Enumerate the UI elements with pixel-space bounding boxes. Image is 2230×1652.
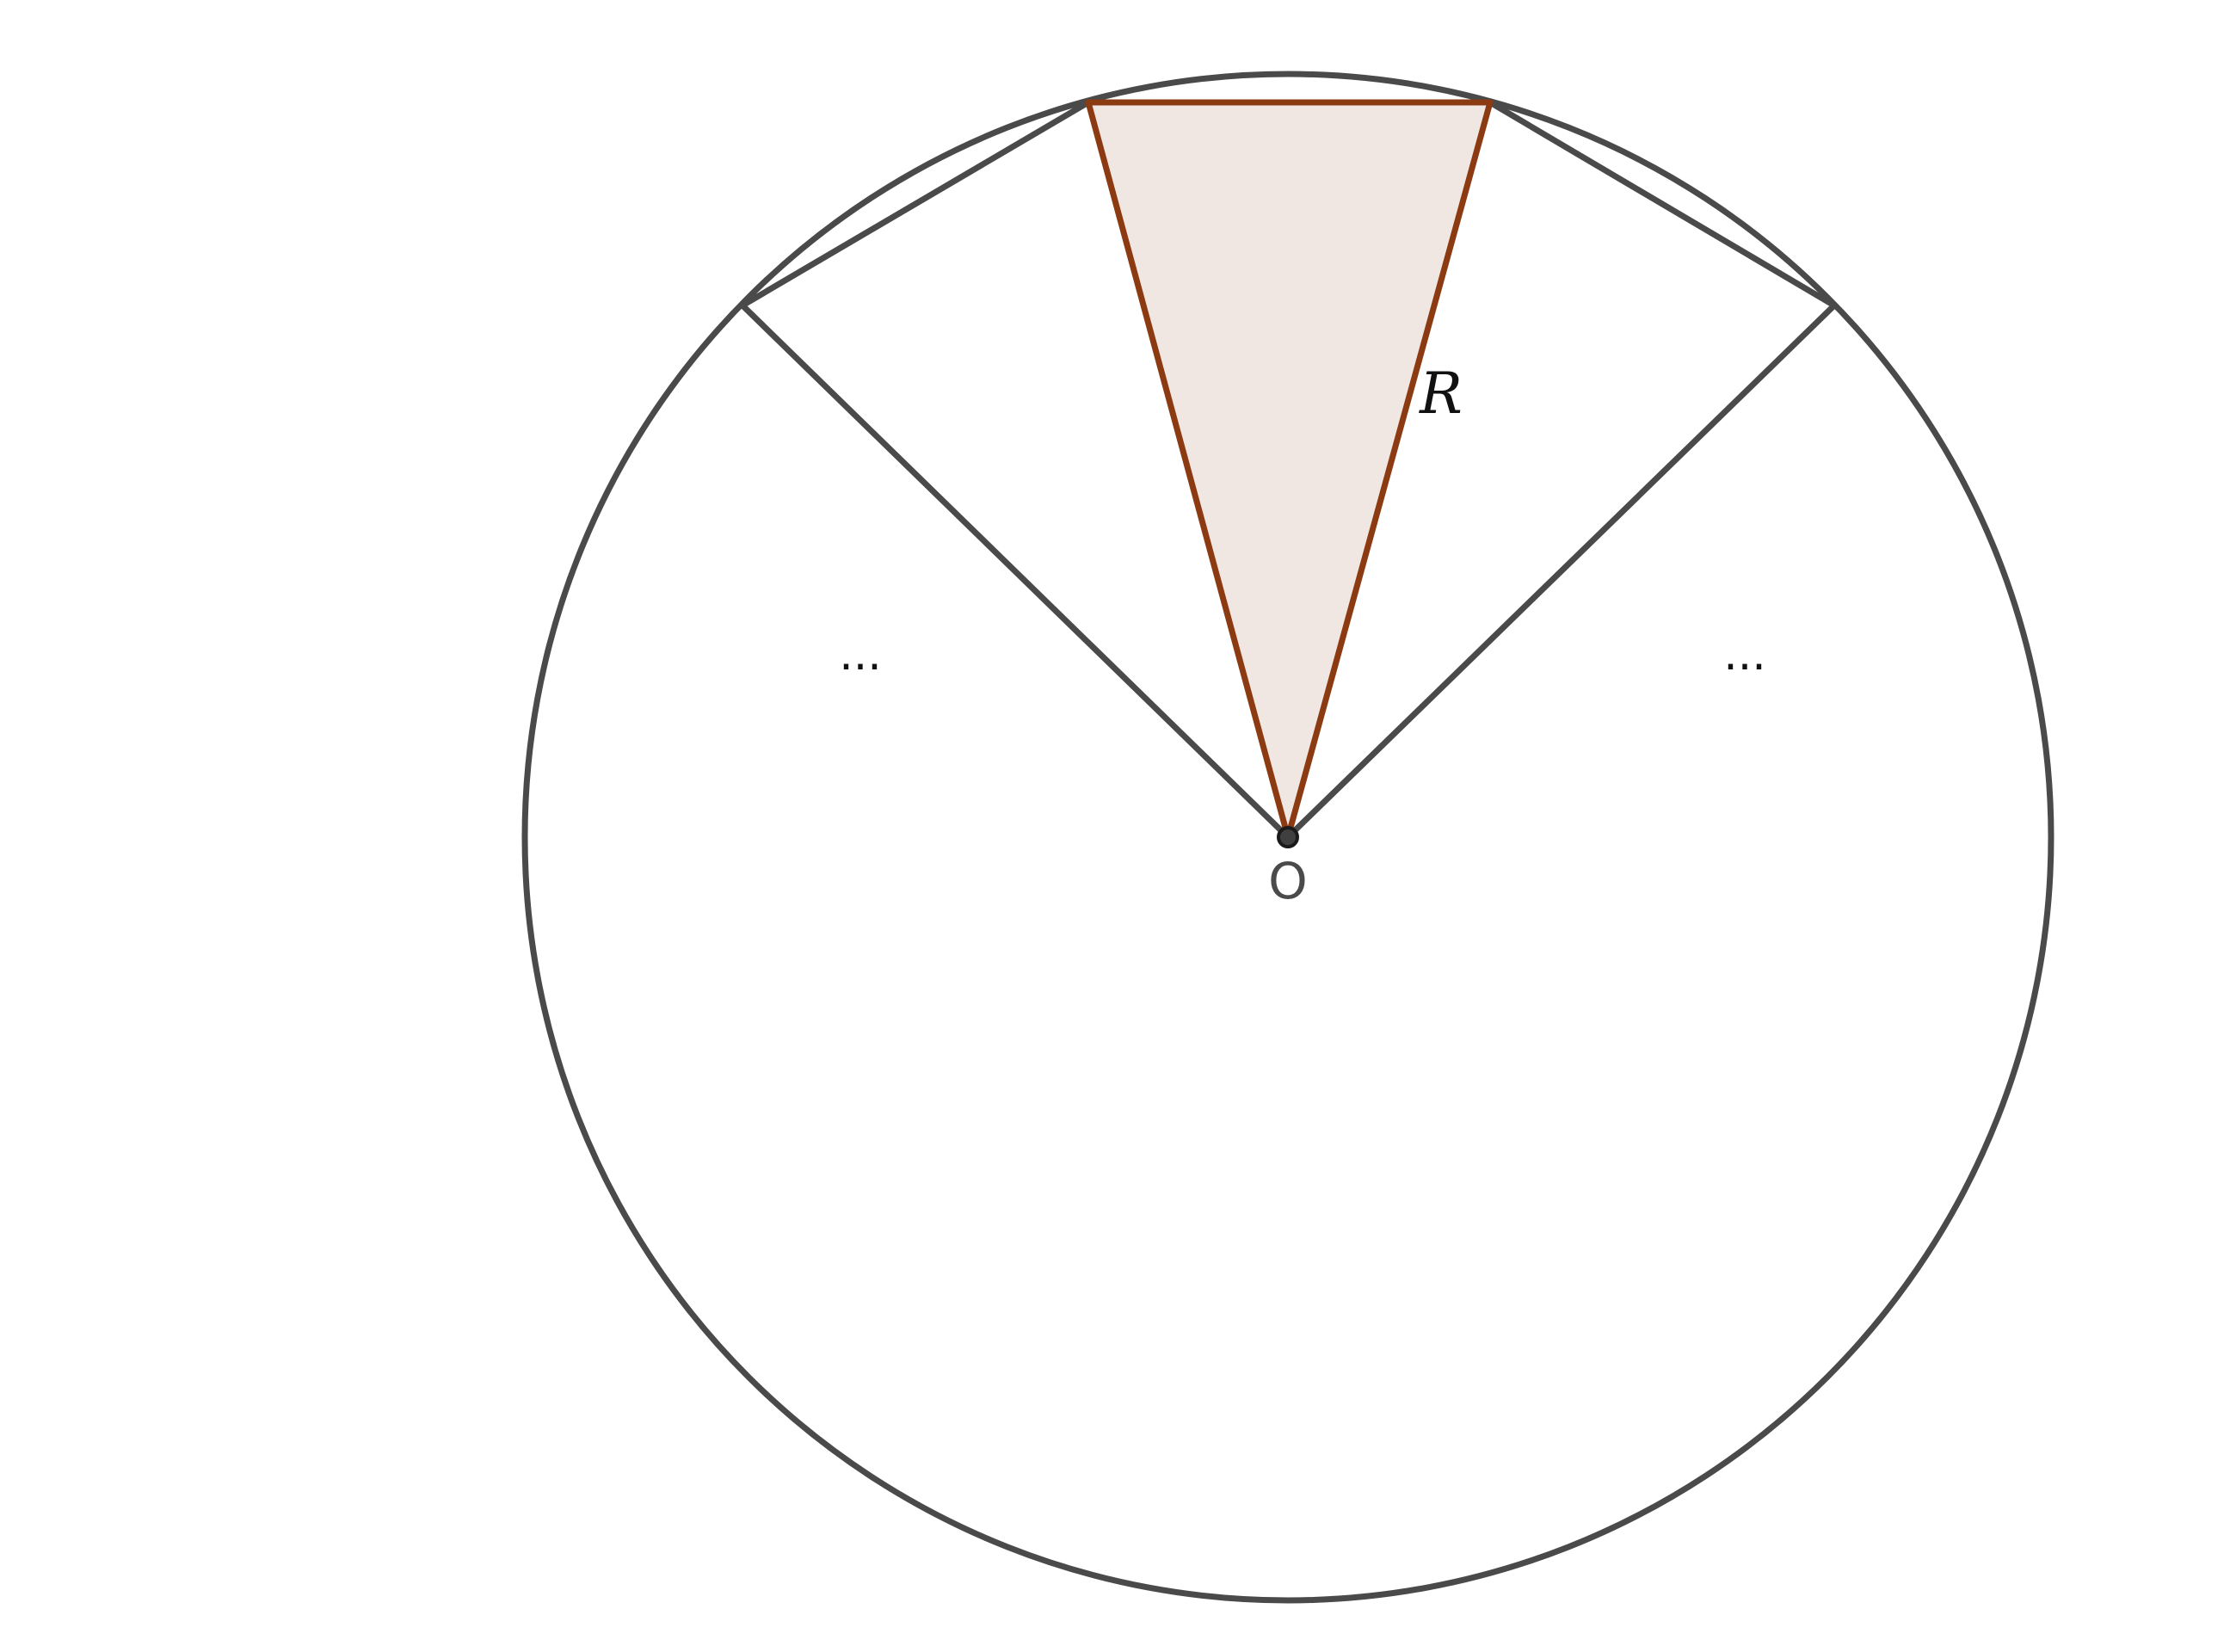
center-point-O bbox=[1277, 826, 1299, 848]
radius-right bbox=[1284, 302, 1838, 841]
chord-left bbox=[739, 99, 1092, 309]
ellipsis-right: ... bbox=[1723, 629, 1766, 681]
chord-right bbox=[1487, 99, 1838, 309]
shaded-triangle-outline bbox=[1085, 99, 1494, 841]
circumscribed-circle bbox=[521, 71, 2054, 1604]
shaded-triangle-fill bbox=[1088, 102, 1490, 837]
center-label: O bbox=[1268, 852, 1308, 910]
side-length-label: R bbox=[1419, 361, 1463, 427]
radius-left bbox=[739, 302, 1291, 841]
ellipsis-left: ... bbox=[839, 629, 882, 681]
